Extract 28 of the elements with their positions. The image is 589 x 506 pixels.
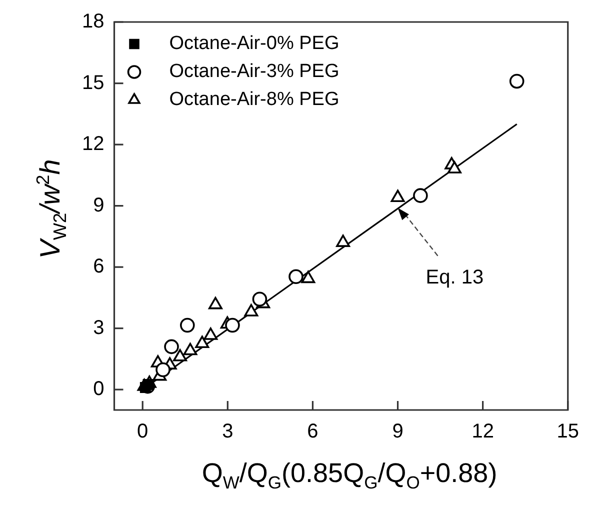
text: Q$_{W}$/Q$_{G}$(0.85Q$_{G}$/Q$_{O}$+0.88)	[202, 458, 498, 492]
legend-label: Octane-Air-8% PEG	[169, 89, 340, 110]
x-tick-label: 9	[392, 420, 404, 443]
point	[204, 328, 218, 340]
y-tick-label: 6	[93, 256, 104, 278]
y-tick-label: 9	[93, 194, 104, 216]
y-tick-label: 3	[93, 316, 104, 339]
x-tick-label: 3	[222, 420, 234, 443]
x-tick-label: 15	[556, 420, 579, 443]
y-tick-label: 12	[82, 133, 104, 156]
annotation: Eq. 13	[426, 266, 484, 288]
point	[448, 161, 462, 174]
point	[183, 342, 198, 356]
x-tick-label: 0	[137, 420, 148, 443]
y-tick-label: 0	[93, 378, 104, 400]
point	[173, 349, 187, 362]
x-tick-label: 12	[472, 420, 494, 443]
point	[195, 336, 210, 348]
legend-label: Octane-Air-0% PEG	[169, 33, 340, 54]
y-tick-label: 18	[82, 10, 104, 33]
point	[244, 304, 258, 316]
point	[301, 270, 316, 284]
x-tick-label: 6	[307, 420, 318, 443]
y-tick-label: 15	[82, 72, 104, 94]
legend-label: Octane-Air-3% PEG	[169, 61, 340, 82]
point	[336, 234, 350, 247]
point	[208, 296, 222, 310]
point	[390, 190, 405, 202]
